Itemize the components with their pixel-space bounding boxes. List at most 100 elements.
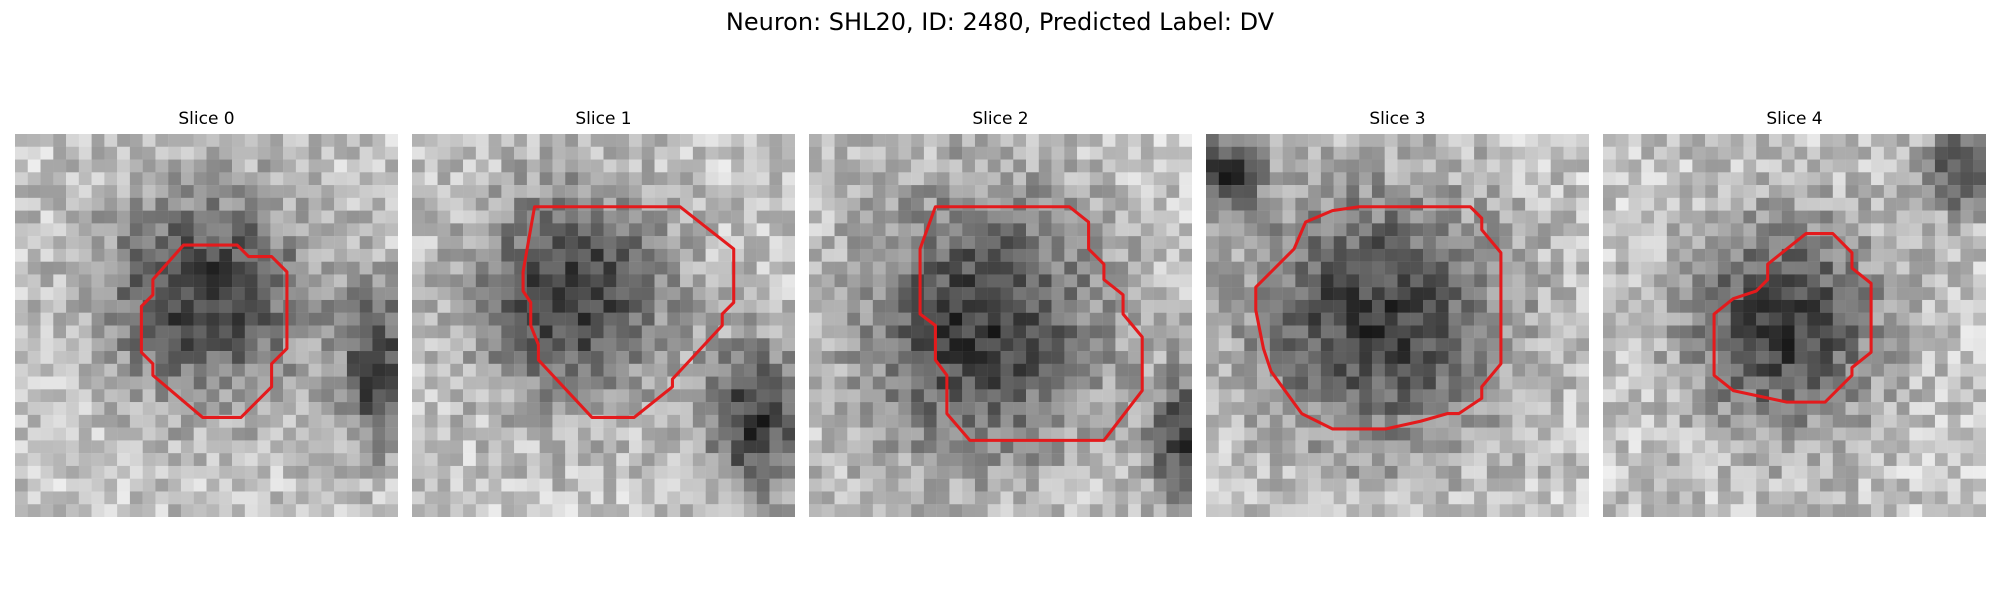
- pixel: [1308, 159, 1322, 173]
- pixel: [1295, 504, 1309, 517]
- pixel: [334, 287, 348, 301]
- pixel: [1615, 146, 1629, 160]
- pixel: [1038, 453, 1052, 467]
- pixel: [53, 363, 67, 377]
- pixel: [40, 159, 54, 173]
- pixel: [1448, 312, 1462, 326]
- pixel: [1461, 134, 1475, 147]
- pixel: [629, 504, 642, 517]
- pixel: [885, 197, 899, 211]
- pixel: [692, 159, 706, 173]
- pixel: [40, 261, 54, 275]
- pixel: [437, 223, 451, 237]
- pixel: [1410, 325, 1424, 339]
- pixel: [1026, 134, 1039, 147]
- pixel: [1461, 185, 1475, 199]
- pixel: [1077, 338, 1091, 352]
- pixel: [412, 248, 425, 262]
- pixel: [1922, 376, 1936, 390]
- pixel: [27, 402, 41, 416]
- pixel: [1883, 248, 1897, 262]
- pixel: [821, 478, 835, 492]
- pixel: [629, 312, 642, 326]
- pixel: [1896, 248, 1910, 262]
- pixel: [705, 376, 719, 390]
- pixel: [936, 414, 950, 428]
- pixel: [412, 491, 425, 505]
- pixel: [616, 134, 630, 147]
- pixel: [424, 223, 438, 237]
- pixel: [1512, 427, 1526, 441]
- slice-title: Slice 3: [1369, 109, 1426, 129]
- pixel: [257, 274, 271, 288]
- pixel: [769, 223, 783, 237]
- pixel: [1717, 185, 1731, 199]
- pixel: [450, 274, 464, 288]
- pixel: [1140, 414, 1154, 428]
- pixel: [1922, 146, 1936, 160]
- pixel: [1269, 172, 1283, 186]
- pixel: [244, 453, 258, 467]
- pixel: [1756, 210, 1770, 224]
- pixel: [1807, 465, 1821, 479]
- pixel: [974, 478, 988, 492]
- pixel: [705, 299, 719, 313]
- pixel: [1615, 159, 1629, 173]
- pixel: [488, 185, 502, 199]
- pixel: [232, 465, 245, 479]
- pixel: [847, 504, 861, 517]
- pixel: [1474, 491, 1488, 505]
- pixel: [283, 491, 297, 505]
- pixel: [437, 389, 451, 403]
- pixel: [1628, 363, 1642, 377]
- pixel: [1563, 440, 1577, 454]
- pixel: [936, 351, 950, 364]
- pixel: [1756, 351, 1770, 364]
- pixel: [1218, 376, 1232, 390]
- pixel: [1654, 210, 1668, 224]
- pixel: [974, 236, 988, 250]
- pixel: [1550, 465, 1564, 479]
- pixel: [616, 338, 630, 352]
- pixel: [1218, 338, 1232, 352]
- pixel: [1960, 210, 1974, 224]
- pixel: [346, 185, 360, 199]
- pixel: [577, 223, 591, 237]
- pixel: [501, 338, 515, 352]
- pixel: [1692, 338, 1706, 352]
- pixel: [1333, 338, 1347, 352]
- pixel: [1077, 287, 1091, 301]
- pixel: [667, 159, 681, 173]
- pixel: [1397, 325, 1411, 339]
- pixel: [1973, 465, 1986, 479]
- pixel: [1756, 159, 1770, 173]
- pixel: [962, 274, 976, 288]
- pixel: [1423, 427, 1436, 441]
- pixel: [359, 338, 373, 352]
- pixel: [1115, 453, 1129, 467]
- pixel: [616, 504, 630, 517]
- pixel: [1576, 185, 1589, 199]
- pixel: [1423, 261, 1436, 275]
- pixel: [1346, 325, 1360, 339]
- pixel: [1474, 261, 1488, 275]
- pixel: [424, 210, 438, 224]
- pixel: [1705, 172, 1719, 186]
- pixel: [1654, 185, 1668, 199]
- pixel: [359, 427, 373, 441]
- pixel: [1333, 248, 1347, 262]
- pixel: [769, 440, 783, 454]
- pixel: [501, 299, 515, 313]
- pixel: [53, 376, 67, 390]
- pixel: [1807, 478, 1821, 492]
- pixel: [911, 478, 925, 492]
- pixel: [1013, 402, 1027, 416]
- pixel: [1628, 478, 1642, 492]
- pixel: [1525, 197, 1539, 211]
- pixel: [718, 172, 732, 186]
- pixel: [1947, 287, 1961, 301]
- pixel: [1346, 338, 1360, 352]
- pixel: [1717, 453, 1731, 467]
- pixel: [1166, 465, 1180, 479]
- pixel: [539, 414, 553, 428]
